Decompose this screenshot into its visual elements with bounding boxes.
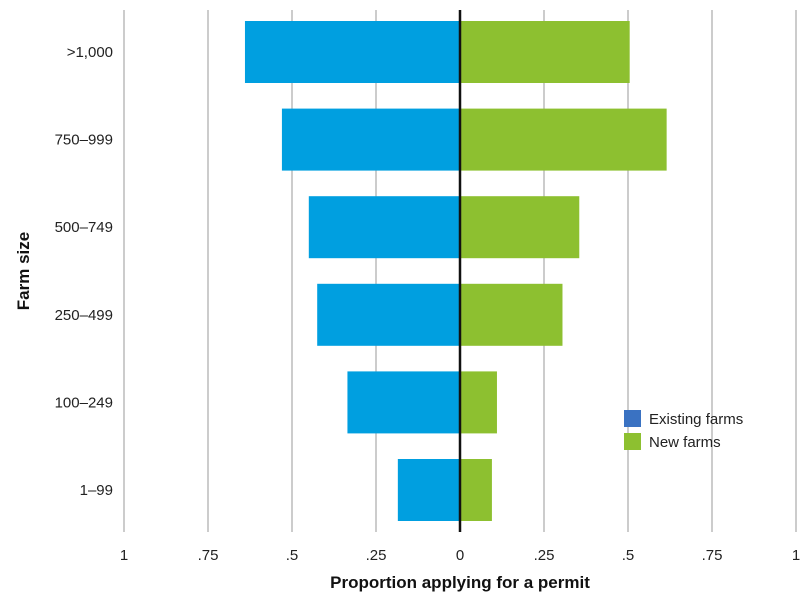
x-tick-label-7: .75 (702, 547, 723, 564)
y-tick-label-750-999: 750–999 (55, 132, 113, 149)
bars (244, 21, 667, 521)
bar-new-farms-1-000 (460, 21, 630, 83)
bar-new-farms-750-999 (460, 108, 667, 171)
x-tick-label-8: 1 (792, 547, 800, 564)
bar-existing-farms-250-499 (317, 283, 460, 346)
y-tick-labels: >1,000 750–999 500–749 250–499 100–249 1–99 (55, 44, 113, 499)
bar-new-farms-250-499 (460, 283, 563, 346)
y-tick-label-100-249: 100–249 (55, 394, 113, 411)
y-axis-title: Farm size (14, 232, 33, 310)
bar-new-farms-100-249 (460, 371, 497, 434)
bar-existing-farms-1-000 (244, 21, 460, 83)
bar-new-farms-1-99 (460, 459, 492, 521)
bar-new-farms-500-749 (460, 196, 580, 259)
y-tick-label-1-000: >1,000 (67, 44, 113, 61)
bar-existing-farms-750-999 (281, 108, 460, 171)
y-tick-label-1-99: 1–99 (80, 482, 113, 499)
legend: Existing farms New farms (624, 410, 743, 451)
x-tick-labels: 1 .75 .5 .25 0 .25 .5 .75 1 (120, 547, 800, 564)
grid-lines (123, 10, 797, 532)
x-tick-label-5: .25 (534, 547, 555, 564)
x-tick-label-3: .25 (366, 547, 387, 564)
x-tick-label-2: .5 (286, 547, 299, 564)
x-tick-label-0: 1 (120, 547, 128, 564)
legend-swatch-new-farms (624, 433, 641, 450)
bar-existing-farms-1-99 (397, 459, 460, 521)
bar-existing-farms-500-749 (308, 196, 460, 259)
legend-label-new-farms: New farms (649, 434, 721, 451)
x-axis-title: Proportion applying for a permit (330, 573, 590, 592)
y-tick-label-500-749: 500–749 (55, 219, 113, 236)
x-tick-label-1: .75 (198, 547, 219, 564)
y-tick-label-250-499: 250–499 (55, 307, 113, 324)
x-tick-label-4: 0 (456, 547, 464, 564)
legend-label-existing-farms: Existing farms (649, 411, 743, 428)
legend-swatch-existing-farms (624, 410, 641, 427)
bar-existing-farms-100-249 (347, 371, 460, 434)
x-tick-label-6: .5 (622, 547, 635, 564)
